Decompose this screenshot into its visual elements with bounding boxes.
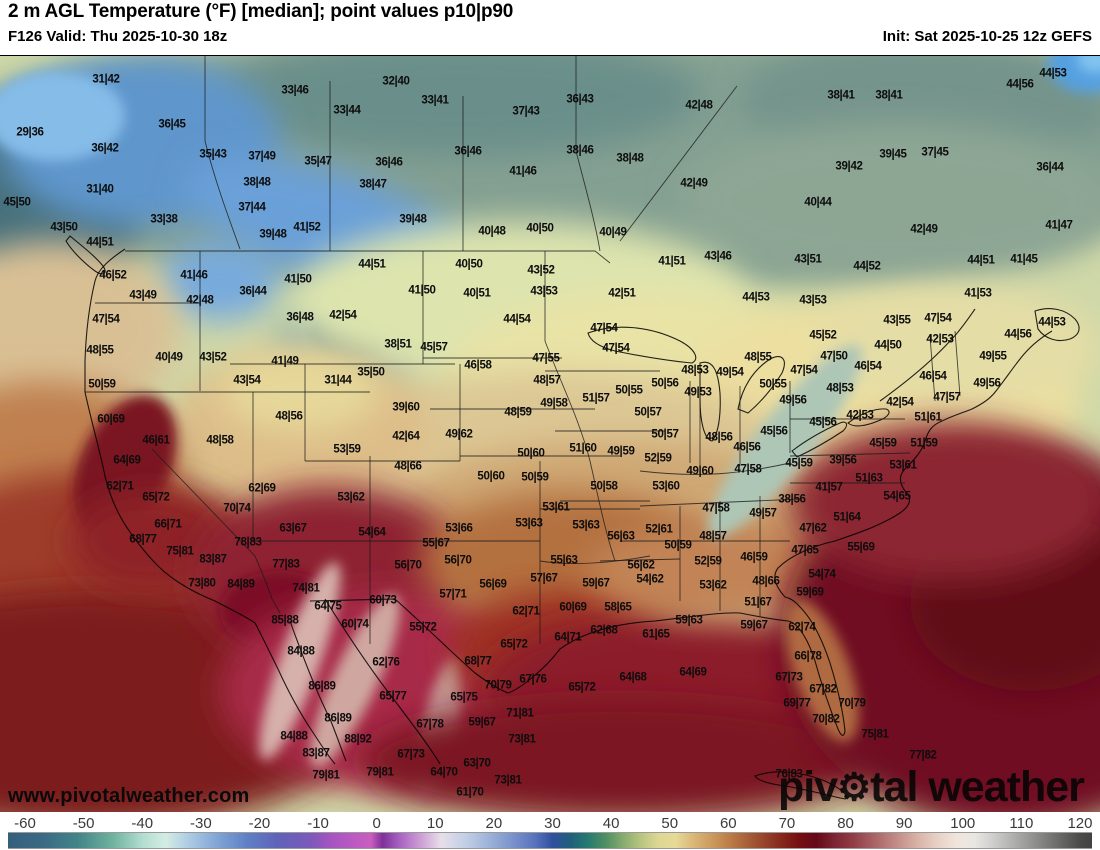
watermark-text: www.pivotalweather.com (8, 785, 250, 807)
colorbar-gradient (8, 832, 1092, 849)
valid-time-label: F126 Valid: Thu 2025-10-30 18z (8, 28, 228, 45)
weather-map-surface (0, 55, 1100, 812)
logo-text-right: tal weather (870, 763, 1085, 811)
logo-text-left: piv (778, 763, 838, 811)
colorbar-tick: -50 (72, 815, 95, 832)
colorbar-tick: 80 (837, 815, 854, 832)
colorbar-tick: 30 (544, 815, 561, 832)
colorbar-tick: 100 (950, 815, 976, 832)
colorbar-tick: 90 (895, 815, 913, 832)
colorbar-tick: -30 (189, 815, 212, 832)
colorbar-tick: 10 (426, 815, 444, 832)
state-borders (85, 56, 961, 644)
temperature-field (0, 56, 1100, 812)
colorbar-tick: -10 (307, 815, 329, 832)
colorbar-tick: 20 (485, 815, 503, 832)
pivotal-weather-logo: piv⚙tal weather (778, 763, 1085, 811)
map-title: 2 m AGL Temperature (°F) [median]; point… (8, 1, 514, 22)
colorbar-tick: 40 (602, 815, 620, 832)
colorbar-legend: -60 -50 -40 -30 -20 -10 0 10 20 30 40 50 60 70 80 90 100… (0, 812, 1100, 850)
gear-icon: ⚙ (837, 767, 871, 809)
colorbar-tick: 120 (1067, 815, 1093, 832)
colorbar-tick: -60 (14, 815, 36, 832)
colorbar-tick: 70 (778, 815, 796, 832)
colorbar-tick: -40 (131, 815, 154, 832)
colorbar-tick: 50 (661, 815, 679, 832)
colorbar-tick: 60 (719, 815, 737, 832)
coastline-borders (65, 235, 1080, 800)
colorbar-tick: 110 (1009, 815, 1034, 832)
colorbar-tick: 0 (372, 815, 381, 832)
colorbar-tick: -20 (248, 815, 271, 832)
init-time-label: Init: Sat 2025-10-25 12z GEFS (882, 28, 1092, 45)
header-bar: 2 m AGL Temperature (°F) [median]; point… (0, 0, 1100, 55)
